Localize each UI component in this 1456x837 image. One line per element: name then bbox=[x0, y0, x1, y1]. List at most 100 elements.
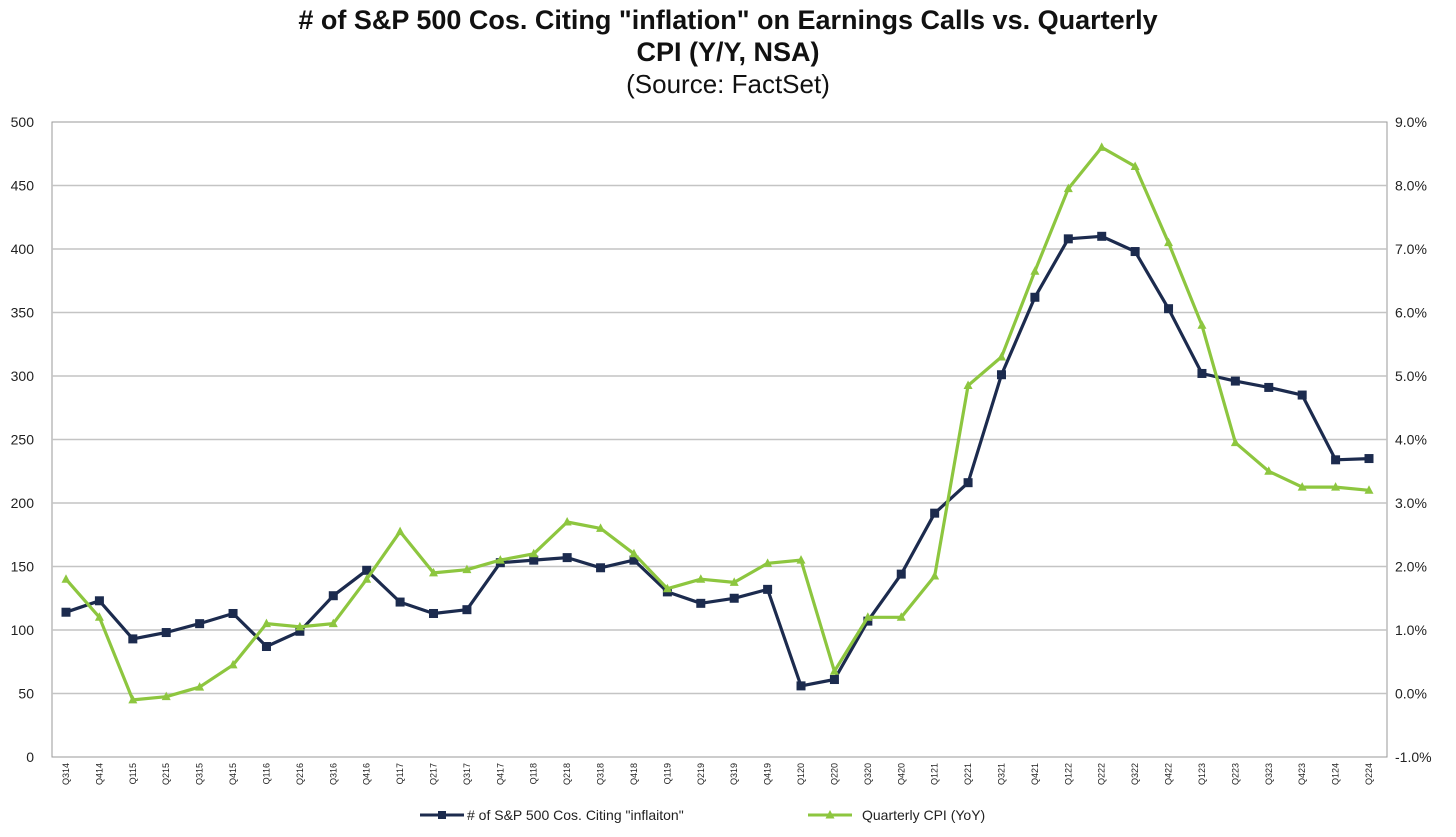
cpi-point bbox=[896, 612, 906, 621]
x-tick-label: Q316 bbox=[328, 763, 338, 785]
inflation-mentions-point bbox=[930, 508, 940, 518]
inflation-mentions-point bbox=[1030, 292, 1040, 302]
x-tick-label: Q419 bbox=[763, 763, 773, 785]
y-left-tick-label: 400 bbox=[11, 241, 35, 257]
y-left-tick-label: 0 bbox=[26, 749, 34, 765]
x-tick-label: Q222 bbox=[1097, 763, 1107, 785]
y-right-tick-label: 9.0% bbox=[1395, 114, 1427, 130]
cpi-point bbox=[94, 612, 104, 621]
cpi-point bbox=[1097, 142, 1107, 151]
inflation-mentions-point bbox=[362, 565, 372, 575]
x-tick-label: Q422 bbox=[1164, 763, 1174, 785]
cpi-point bbox=[796, 555, 806, 564]
x-tick-label: Q118 bbox=[529, 763, 539, 784]
x-tick-label: Q218 bbox=[562, 763, 572, 785]
x-tick-label: Q423 bbox=[1297, 763, 1307, 785]
x-tick-label: Q121 bbox=[930, 763, 940, 785]
cpi-point bbox=[429, 567, 439, 577]
cpi-point bbox=[930, 571, 940, 580]
cpi-point bbox=[996, 351, 1006, 361]
y-right-tick-label: 4.0% bbox=[1395, 432, 1427, 448]
inflation-mentions-point bbox=[261, 642, 271, 652]
x-tick-label: Q416 bbox=[362, 763, 372, 785]
x-tick-label: Q115 bbox=[128, 763, 138, 784]
y-left-tick-label: 50 bbox=[18, 686, 34, 702]
cpi-point bbox=[495, 555, 505, 564]
cpi-point bbox=[1164, 237, 1174, 247]
inflation-mentions-point bbox=[161, 628, 171, 638]
y-right-tick-label: -1.0% bbox=[1395, 749, 1432, 765]
cpi-point bbox=[729, 577, 739, 586]
y-right-tick-label: 0.0% bbox=[1395, 686, 1427, 702]
y-right-tick-label: 1.0% bbox=[1395, 622, 1427, 638]
x-tick-label: Q415 bbox=[228, 763, 238, 785]
inflation-mentions-point bbox=[562, 553, 572, 563]
x-tick-label: Q119 bbox=[662, 763, 672, 784]
x-tick-label: Q123 bbox=[1197, 763, 1207, 785]
x-tick-label: Q315 bbox=[195, 763, 205, 785]
x-tick-label: Q417 bbox=[495, 763, 505, 785]
cpi-point bbox=[1030, 266, 1040, 275]
x-tick-label: Q116 bbox=[261, 763, 271, 784]
inflation-mentions-point bbox=[696, 598, 706, 608]
inflation-mentions-point bbox=[729, 593, 739, 603]
x-tick-label: Q318 bbox=[596, 763, 606, 785]
cpi-point bbox=[1331, 482, 1341, 491]
cpi-point bbox=[295, 621, 305, 631]
cpi-point bbox=[395, 526, 405, 536]
y-left-tick-label: 500 bbox=[11, 114, 35, 130]
axes: 0 50 100 150 200 250 300 350 400 450 500 -1.0% 0.0% 1… bbox=[11, 114, 1432, 785]
cpi-point bbox=[1130, 161, 1140, 170]
legend-inflation-mentions-label: # of S&P 500 Cos. Citing "inflaiton" bbox=[467, 807, 684, 823]
inflation-mentions-point bbox=[829, 675, 839, 685]
cpi-point bbox=[1197, 320, 1207, 329]
inflation-mentions-point bbox=[1264, 382, 1274, 392]
inflation-mentions-point bbox=[1331, 455, 1341, 465]
y-right-tick-label: 7.0% bbox=[1395, 241, 1427, 257]
cpi-point bbox=[696, 574, 706, 583]
cpi-point bbox=[562, 517, 572, 526]
inflation-mentions-point bbox=[61, 607, 71, 617]
x-tick-label: Q322 bbox=[1130, 763, 1140, 785]
x-tick-label: Q215 bbox=[161, 763, 171, 785]
inflation-mentions-point bbox=[796, 681, 806, 691]
inflation-mentions-point bbox=[863, 616, 873, 626]
inflation-mentions-point bbox=[195, 619, 205, 629]
x-tick-label: Q317 bbox=[462, 763, 472, 785]
cpi-point bbox=[529, 548, 539, 558]
inflation-mentions-point bbox=[529, 555, 539, 565]
x-tick-label: Q217 bbox=[429, 763, 439, 785]
inflation-mentions-point bbox=[295, 626, 305, 636]
inflation-mentions-point bbox=[1230, 376, 1240, 386]
cpi-point bbox=[161, 691, 171, 701]
cpi-point bbox=[629, 548, 639, 558]
x-tick-label: Q223 bbox=[1230, 763, 1240, 785]
x-tick-label: Q421 bbox=[1030, 763, 1040, 785]
cpi-point bbox=[662, 583, 672, 593]
x-tick-label: Q321 bbox=[996, 763, 1006, 785]
cpi-point bbox=[462, 564, 472, 574]
x-tick-label: Q221 bbox=[963, 763, 973, 785]
y-left-tick-label: 150 bbox=[11, 559, 35, 575]
y-left-tick-label: 300 bbox=[11, 368, 35, 384]
y-right-tick-label: 3.0% bbox=[1395, 495, 1427, 511]
cpi-point bbox=[328, 618, 338, 628]
cpi-point bbox=[1297, 482, 1307, 491]
inflation-mentions-point bbox=[1164, 304, 1174, 314]
cpi-point bbox=[1364, 485, 1374, 494]
cpi-point bbox=[763, 558, 773, 567]
inflation-mentions-point bbox=[1063, 234, 1073, 244]
inflation-mentions-point bbox=[963, 478, 973, 488]
cpi-point bbox=[261, 618, 271, 628]
y-left-tick-label: 250 bbox=[11, 432, 35, 448]
y-left-tick-label: 100 bbox=[11, 622, 35, 638]
cpi-point bbox=[596, 523, 606, 532]
legend-cpi-marker bbox=[825, 810, 835, 819]
x-tick-label: Q122 bbox=[1063, 763, 1073, 785]
chart-title-line-1: # of S&P 500 Cos. Citing "inflation" on … bbox=[298, 5, 1158, 35]
inflation-mentions-point bbox=[1297, 390, 1307, 400]
inflation-mentions-line bbox=[65, 234, 1370, 688]
cpi-point bbox=[1264, 466, 1274, 475]
x-tick-label: Q323 bbox=[1264, 763, 1274, 785]
